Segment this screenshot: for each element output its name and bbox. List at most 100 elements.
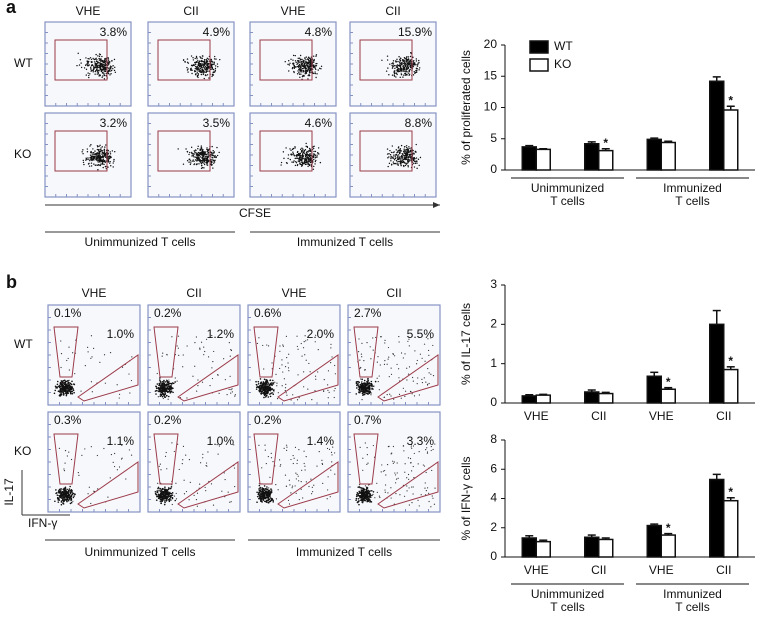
event-dot: [200, 341, 203, 343]
event-dot: [363, 384, 365, 386]
gate-percentage: 1.0%: [207, 434, 235, 448]
event-dot: [186, 66, 188, 69]
event-dot: [282, 345, 284, 347]
event-dot: [309, 62, 312, 64]
event-dot: [304, 72, 307, 74]
event-dot: [156, 383, 159, 385]
event-dot: [155, 393, 157, 395]
event-dot: [93, 163, 95, 165]
event-dot: [313, 484, 315, 486]
event-dot: [59, 384, 61, 387]
event-dot: [102, 75, 104, 77]
event-dot: [156, 491, 159, 494]
event-dot: [390, 497, 392, 499]
event-dot: [58, 496, 60, 499]
event-dot: [268, 383, 270, 386]
event-dot: [218, 445, 220, 447]
event-dot: [328, 391, 330, 393]
event-dot: [375, 336, 377, 339]
event-dot: [107, 64, 109, 67]
event-dot: [423, 377, 425, 379]
event-dot: [305, 61, 307, 63]
event-dot: [406, 379, 408, 381]
event-dot: [199, 347, 201, 349]
event-dot: [162, 352, 164, 354]
event-dot: [63, 379, 66, 382]
event-dot: [80, 390, 82, 392]
event-dot: [65, 492, 68, 494]
event-dot: [392, 60, 395, 62]
event-dot: [391, 157, 394, 159]
event-dot: [361, 392, 364, 395]
event-dot: [258, 488, 260, 490]
event-dot: [377, 380, 379, 383]
event-dot: [218, 392, 220, 394]
event-dot: [359, 359, 361, 361]
event-dot: [367, 385, 370, 388]
event-dot: [292, 462, 294, 465]
event-dot: [205, 155, 207, 158]
event-dot: [263, 368, 265, 370]
event-dot: [363, 386, 365, 388]
event-dot: [174, 377, 176, 379]
event-dot: [230, 392, 232, 394]
event-dot: [356, 383, 359, 385]
event-dot: [386, 59, 389, 61]
event-dot: [306, 70, 309, 72]
event-dot: [321, 459, 323, 461]
event-dot: [431, 469, 433, 472]
event-dot: [297, 374, 299, 376]
event-dot: [285, 485, 287, 487]
event-dot: [104, 58, 106, 60]
event-dot: [197, 151, 200, 154]
event-dot: [81, 151, 83, 153]
event-dot: [291, 67, 294, 70]
event-dot: [163, 394, 165, 397]
gate: [377, 354, 439, 402]
event-dot: [358, 486, 361, 488]
event-dot: [266, 486, 268, 488]
group-label: T cells: [675, 194, 709, 208]
event-dot: [177, 148, 179, 150]
event-dot: [402, 70, 404, 73]
event-dot: [408, 61, 410, 63]
event-dot: [395, 76, 397, 78]
event-dot: [399, 60, 401, 63]
event-dot: [260, 388, 262, 390]
event-dot: [298, 159, 300, 161]
gate-percentage: 15.9%: [398, 25, 432, 39]
event-dot: [57, 385, 60, 388]
event-dot: [286, 449, 288, 451]
event-dot: [228, 342, 230, 344]
event-dot: [167, 498, 170, 501]
event-dot: [407, 160, 410, 162]
event-dot: [412, 162, 415, 165]
event-dot: [200, 164, 203, 166]
event-dot: [399, 494, 401, 496]
event-dot: [276, 382, 278, 384]
event-dot: [265, 382, 268, 385]
event-dot: [299, 159, 301, 161]
row-label: KO: [14, 147, 31, 161]
event-dot: [300, 154, 302, 157]
event-dot: [295, 492, 297, 494]
event-dot: [370, 501, 373, 503]
event-dot: [202, 160, 204, 162]
event-dot: [294, 146, 296, 148]
event-dot: [207, 151, 210, 153]
event-dot: [74, 493, 76, 496]
bar: [521, 395, 537, 404]
legend-swatch: [529, 40, 549, 54]
event-dot: [413, 476, 415, 479]
event-dot: [92, 148, 94, 150]
event-dot: [361, 383, 363, 386]
event-dot: [63, 393, 66, 395]
event-dot: [69, 485, 71, 488]
event-dot: [258, 490, 261, 492]
event-dot: [311, 399, 313, 401]
event-dot: [303, 450, 305, 452]
event-dot: [314, 163, 316, 165]
event-dot: [357, 494, 360, 497]
event-dot: [280, 464, 282, 466]
